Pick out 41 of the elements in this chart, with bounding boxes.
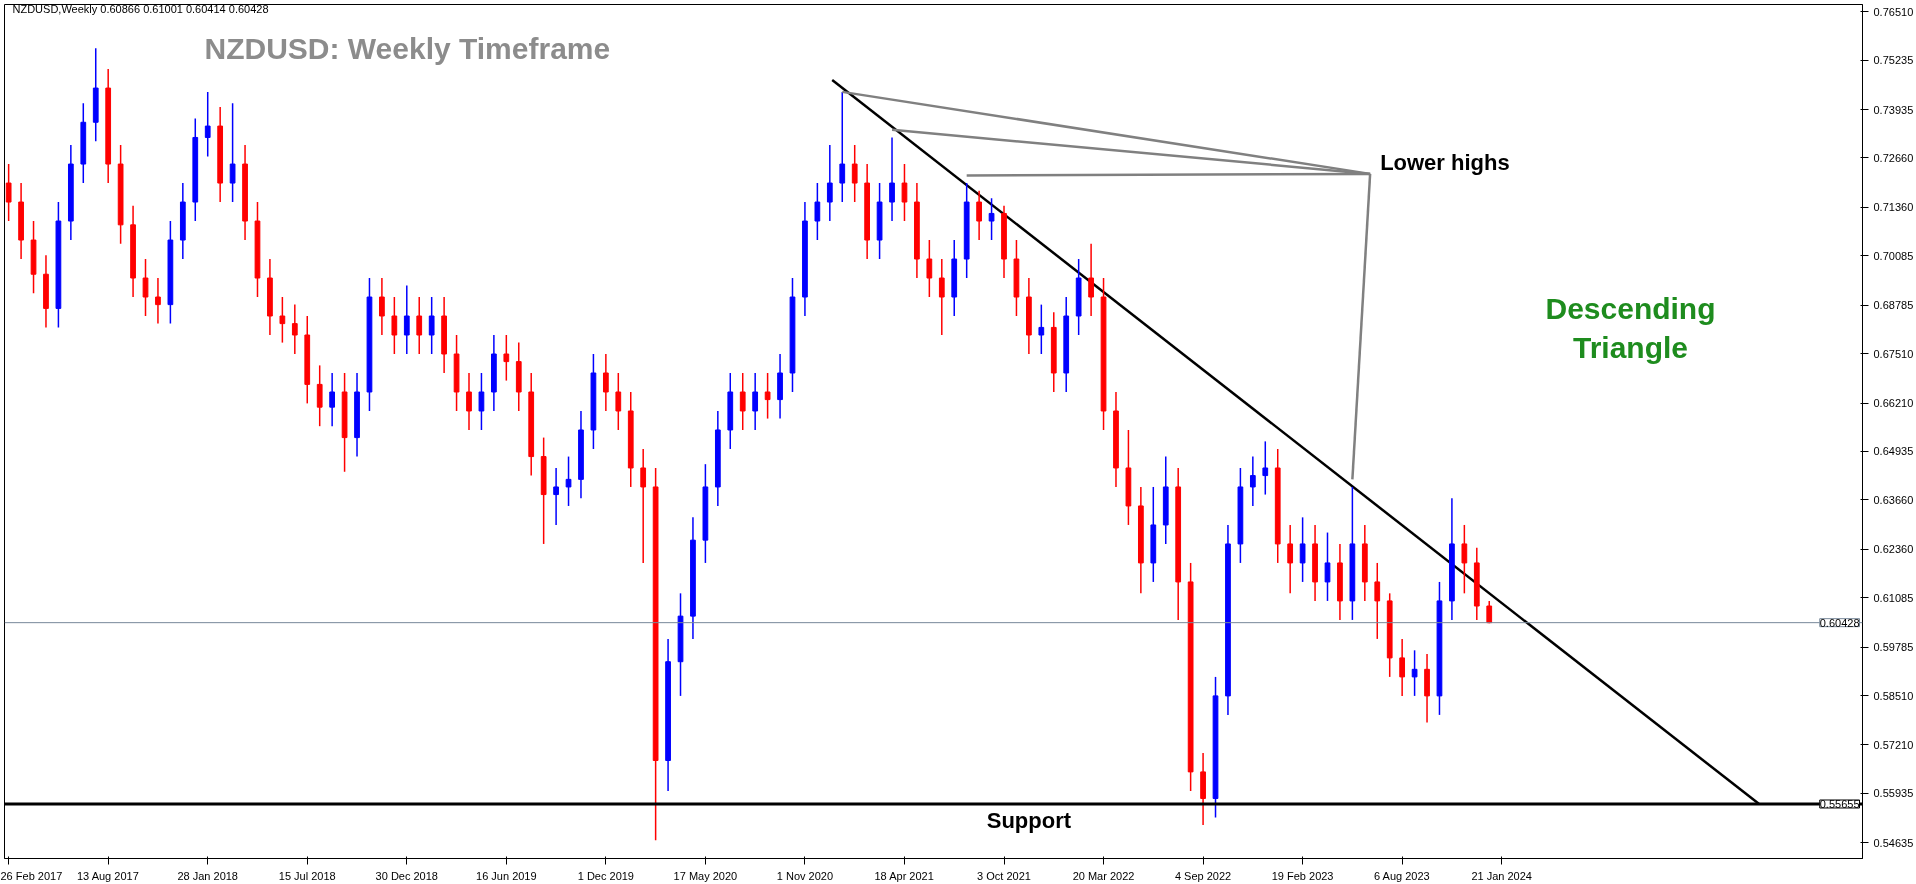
ref-line-label: 0.60428 [1819,616,1860,629]
annotation: Lower highs [1380,149,1510,175]
annotation: Support [986,807,1072,833]
y-tick-label: 0.57210 [1873,738,1914,751]
y-tick-label: 0.54635 [1873,836,1914,849]
x-tick-label: 1 Nov 2020 [776,869,834,882]
x-tick-label: 4 Sep 2022 [1174,869,1232,882]
x-tick-label: 15 Jul 2018 [278,869,336,882]
y-tick-label: 0.73935 [1873,103,1914,116]
x-tick-label: 19 Feb 2023 [1271,869,1334,882]
x-tick-label: 20 Mar 2022 [1072,869,1135,882]
y-tick-label: 0.62360 [1873,543,1914,556]
y-tick-label: 0.59785 [1873,641,1914,654]
x-tick-label: 17 May 2020 [673,869,738,882]
y-tick-label: 0.61085 [1873,591,1914,604]
y-tick-label: 0.75235 [1873,54,1914,67]
annotation: Descending Triangle [1545,291,1716,365]
x-tick-label: 1 Dec 2019 [577,869,634,882]
y-tick-label: 0.67510 [1873,347,1914,360]
y-tick-label: 0.72660 [1873,151,1914,164]
y-tick-label: 0.76510 [1873,5,1914,18]
chart-subtitle: NZDUSD,Weekly 0.60866 0.61001 0.60414 0.60428 [12,2,269,15]
x-tick-label: 3 Oct 2021 [977,869,1031,882]
ref-line-label: 0.55655 [1819,797,1860,810]
y-tick-label: 0.55935 [1873,787,1914,800]
x-tick-label: 26 Feb 2017 [0,869,63,882]
y-tick-label: 0.71360 [1873,201,1914,214]
x-tick-label: 28 Jan 2018 [177,869,238,882]
text: NZDUSD: Weekly Timeframe [204,31,611,65]
x-tick-label: 16 Jun 2019 [476,869,537,882]
y-tick-label: 0.70085 [1873,249,1914,262]
x-tick-label: 13 Aug 2017 [76,869,139,882]
y-tick-label: 0.64935 [1873,445,1914,458]
y-tick-label: 0.58510 [1873,689,1914,702]
x-tick-label: 30 Dec 2018 [375,869,438,882]
x-tick-label: 18 Apr 2021 [874,869,934,882]
x-tick-label: 6 Aug 2023 [1374,869,1430,882]
y-tick-label: 0.63660 [1873,493,1914,506]
y-tick-label: 0.66210 [1873,397,1914,410]
y-tick-label: 0.68785 [1873,299,1914,312]
x-tick-label: 21 Jan 2024 [1471,869,1532,882]
